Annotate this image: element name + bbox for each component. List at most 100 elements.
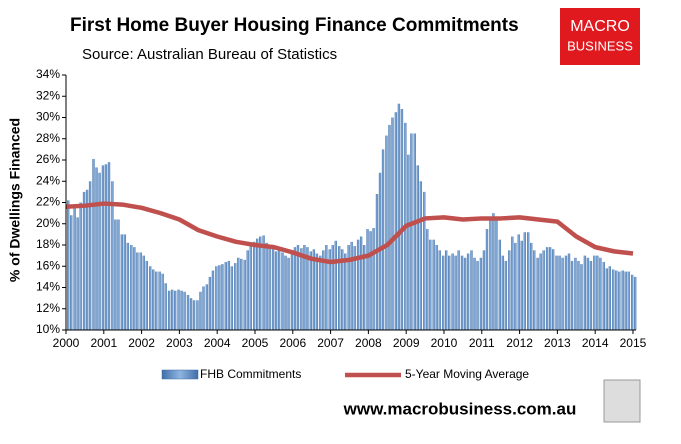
bar — [536, 257, 539, 330]
x-tick-label: 2005 — [242, 336, 269, 350]
bar — [454, 255, 457, 330]
bar — [126, 242, 130, 330]
bar — [444, 250, 448, 330]
bar — [416, 165, 419, 330]
bar — [322, 250, 325, 330]
bar — [344, 253, 347, 330]
bar — [627, 271, 630, 330]
y-tick-label: 32% — [36, 88, 60, 102]
bar — [413, 133, 416, 330]
bar — [564, 255, 568, 330]
x-tick-label: 2007 — [317, 336, 344, 350]
bar — [230, 266, 234, 330]
bar — [350, 241, 353, 330]
bar — [88, 181, 92, 330]
bar — [290, 250, 294, 330]
y-tick-label: 28% — [36, 131, 60, 145]
bar — [599, 257, 602, 330]
y-tick-label: 20% — [36, 216, 60, 230]
bar — [501, 255, 505, 330]
bar — [117, 219, 120, 330]
legend-label: 5-Year Moving Average — [405, 367, 529, 381]
bar — [227, 260, 231, 330]
bar — [218, 265, 221, 330]
bar — [130, 245, 133, 330]
bar — [221, 264, 224, 330]
bar — [274, 251, 278, 330]
bar — [394, 112, 398, 330]
line — [65, 201, 634, 265]
y-tick-label: 16% — [36, 258, 60, 272]
bar — [202, 286, 205, 330]
bar — [177, 289, 180, 330]
y-tick-label: 30% — [36, 110, 60, 124]
bar — [523, 232, 526, 330]
bar — [70, 215, 73, 330]
bar — [303, 245, 306, 330]
bar — [252, 241, 256, 330]
bar — [391, 117, 394, 330]
bar — [180, 290, 183, 330]
bar — [114, 219, 117, 330]
bar — [589, 260, 593, 330]
bar — [438, 250, 441, 330]
logo-icon — [603, 379, 641, 423]
bar — [331, 245, 334, 330]
y-tick-label: 22% — [36, 195, 60, 209]
bar — [319, 255, 322, 330]
bar — [95, 167, 98, 330]
bar — [167, 290, 171, 330]
bar — [120, 234, 124, 330]
bar — [448, 255, 451, 330]
x-tick-label: 2006 — [279, 336, 306, 350]
bar — [492, 213, 495, 330]
x-tick-label: 2010 — [431, 336, 458, 350]
bar — [312, 249, 316, 330]
bar — [558, 255, 561, 330]
bar — [574, 257, 577, 330]
bar — [432, 239, 435, 330]
bar — [470, 250, 473, 330]
bar — [98, 172, 101, 330]
bar — [255, 238, 259, 330]
bar — [385, 135, 388, 330]
y-tick-label: 12% — [36, 301, 60, 315]
x-tick-label: 2008 — [355, 336, 382, 350]
bar — [561, 257, 564, 330]
bar — [281, 252, 284, 330]
bar — [85, 189, 89, 330]
logo-text: MACRO — [570, 18, 630, 35]
bar — [372, 228, 375, 330]
bar — [419, 181, 423, 330]
bar — [429, 239, 432, 330]
bar — [618, 271, 621, 330]
bar — [612, 269, 615, 330]
bar — [325, 245, 328, 330]
bar — [215, 266, 218, 330]
bar — [249, 245, 252, 330]
x-tick-label: 2009 — [393, 336, 420, 350]
bar — [580, 264, 583, 330]
bar — [76, 217, 79, 330]
bar — [586, 257, 590, 330]
bar — [555, 255, 558, 330]
bar — [136, 252, 139, 330]
bar — [173, 290, 177, 330]
bar — [466, 253, 470, 330]
bar — [375, 194, 379, 330]
bar — [577, 260, 580, 330]
bar — [530, 242, 533, 330]
bar — [463, 257, 467, 330]
logo-box — [560, 8, 640, 65]
bar — [73, 207, 76, 330]
bar — [164, 283, 167, 330]
bar — [435, 245, 438, 330]
bar — [183, 291, 186, 330]
bar — [284, 255, 287, 330]
bar — [287, 257, 290, 330]
bar — [545, 247, 549, 330]
bar — [542, 250, 545, 330]
bar — [381, 149, 385, 330]
bar — [240, 258, 243, 330]
